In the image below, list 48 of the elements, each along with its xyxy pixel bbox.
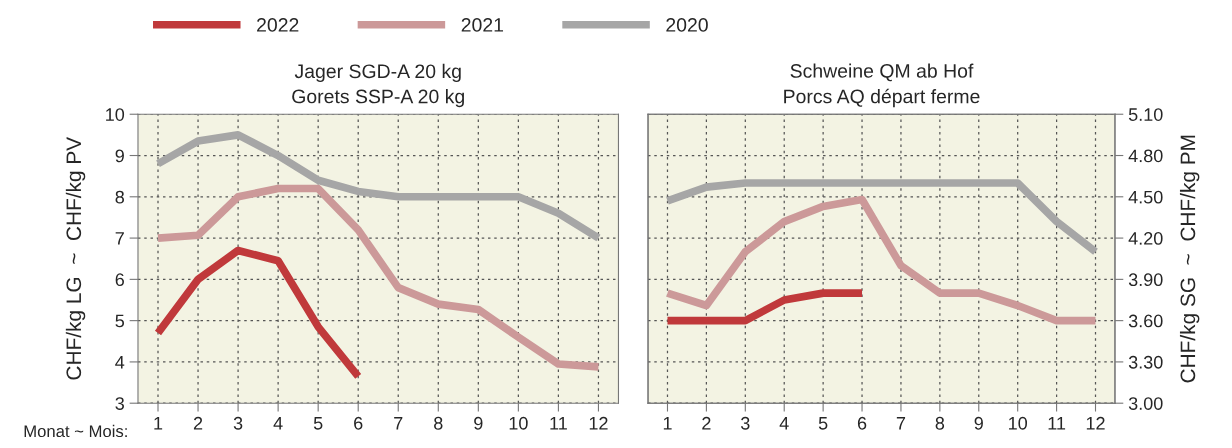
y2-tick-label: 3.90 bbox=[1128, 273, 1163, 287]
y-tick-label: 4 bbox=[115, 356, 125, 369]
chart-title: Jager SGD-A 20 kg Gorets SSP-A 20 kg bbox=[292, 63, 464, 108]
x-tick-label: 9 bbox=[474, 416, 483, 430]
legend-label: 2021 bbox=[461, 18, 504, 32]
x-axis-title: Monat ~ Mois: bbox=[24, 424, 127, 438]
y-tick-label: 10 bbox=[106, 108, 125, 121]
x-tick-label: 4 bbox=[779, 417, 789, 430]
y2-tick-label: 3.60 bbox=[1128, 314, 1163, 328]
x-tick-label: 6 bbox=[354, 416, 363, 430]
y2-tick-label: 5.10 bbox=[1128, 108, 1163, 121]
y-tick-label: 3 bbox=[115, 397, 124, 410]
y2-tick-label: 4.20 bbox=[1128, 232, 1163, 245]
x-tick-label: 8 bbox=[935, 416, 945, 430]
y2-tick-label: 3.00 bbox=[1128, 397, 1163, 410]
y2-tick-label: 3.30 bbox=[1128, 355, 1163, 369]
chart-title: Schweine QM ab Hof Porcs AQ départ ferme bbox=[784, 63, 980, 108]
x-tick-label: 2 bbox=[702, 416, 711, 430]
y-tick-label: 8 bbox=[115, 190, 125, 204]
x-tick-label: 7 bbox=[394, 417, 403, 430]
x-tick-label: 9 bbox=[974, 416, 983, 430]
x-tick-label: 1 bbox=[663, 417, 672, 430]
x-tick-label: 10 bbox=[1009, 416, 1028, 430]
y-tick-label: 5 bbox=[115, 314, 125, 328]
y-tick-label: 9 bbox=[115, 149, 124, 163]
x-tick-label: 11 bbox=[1048, 417, 1066, 430]
x-tick-label: 8 bbox=[434, 416, 443, 430]
x-tick-label: 7 bbox=[896, 417, 906, 430]
x-tick-label: 5 bbox=[818, 417, 828, 430]
x-tick-label: 10 bbox=[509, 416, 528, 430]
x-tick-label: 4 bbox=[273, 417, 283, 430]
y2-tick-label: 4.50 bbox=[1128, 190, 1163, 204]
x-tick-label: 1 bbox=[154, 417, 163, 430]
y2-axis-title: CHF/kg SG ~ CHF/kg PM bbox=[1179, 135, 1200, 383]
x-tick-label: 12 bbox=[589, 416, 608, 430]
x-tick-label: 6 bbox=[857, 416, 867, 430]
legend-label: 2022 bbox=[257, 18, 299, 32]
x-tick-label: 3 bbox=[233, 416, 243, 430]
y-axis-title: CHF/kg LG ~ CHF/kg PV bbox=[65, 136, 86, 380]
x-tick-label: 2 bbox=[193, 416, 203, 430]
y-tick-label: 7 bbox=[115, 232, 124, 245]
legend-label: 2020 bbox=[666, 18, 708, 32]
x-tick-label: 12 bbox=[1086, 416, 1105, 430]
x-tick-label: 11 bbox=[550, 417, 567, 430]
y2-tick-label: 4.80 bbox=[1128, 149, 1163, 163]
y-tick-label: 6 bbox=[115, 273, 124, 287]
x-tick-label: 3 bbox=[740, 416, 750, 430]
x-tick-label: 5 bbox=[313, 417, 323, 430]
